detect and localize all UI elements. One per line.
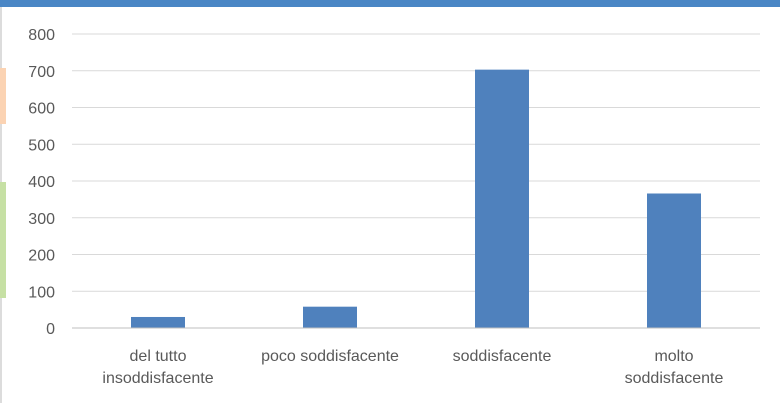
y-tick-label: 0 [46,321,55,338]
x-axis-category-labels: del tutto insoddisfacente poco soddisfacen… [102,348,723,387]
bar-2 [303,306,357,328]
y-tick-label: 600 [28,101,55,118]
bar-4 [647,193,701,328]
x-category-label: poco soddisfacente [261,348,399,365]
y-tick-label: 200 [28,248,55,265]
top-accent-strip [0,0,780,7]
left-accent-orange [0,68,6,124]
y-tick-label: 500 [28,137,55,154]
y-tick-label: 400 [28,174,55,191]
y-tick-label: 300 [28,211,55,228]
y-tick-label: 700 [28,64,55,81]
left-accent-green [0,182,6,298]
x-category-label: soddisfacente [453,348,552,365]
y-tick-label: 100 [28,284,55,301]
y-tick-label: 800 [28,27,55,44]
gridlines [72,33,760,292]
x-category-label: del tutto insoddisfacente [102,348,213,387]
bars [131,69,701,329]
bar-1 [131,316,185,328]
y-axis-tick-labels: 0 100 200 300 400 500 600 700 800 [28,27,55,338]
x-category-label: molto soddisfacente [625,348,724,387]
bar-3 [475,69,529,329]
